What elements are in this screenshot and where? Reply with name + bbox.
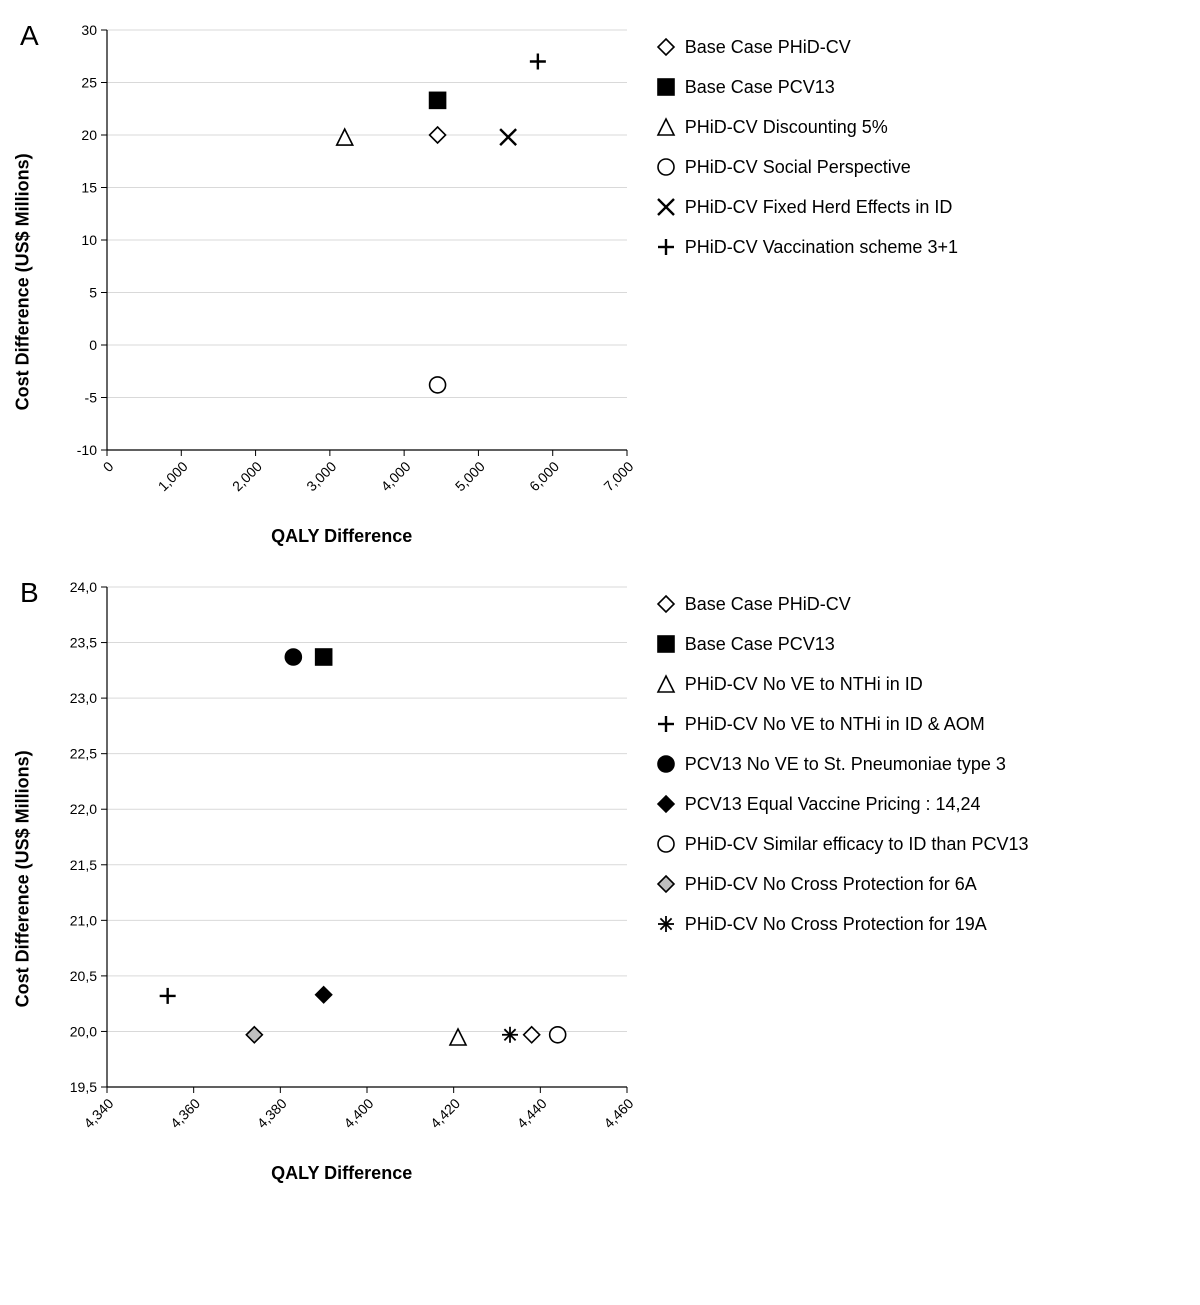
svg-text:22,0: 22,0 [69,801,96,817]
legend-label: PHiD-CV Vaccination scheme 3+1 [685,237,958,258]
asterisk-icon [655,913,677,935]
svg-text:19,5: 19,5 [69,1079,96,1095]
legend-item: Base Case PCV13 [655,633,1029,655]
svg-text:21,5: 21,5 [69,857,96,873]
chart-a: -10 -5 0 5 10 15 20 25 30 0 1,000 2,000 3,000 4,000 5,… [47,20,637,520]
svg-text:20,5: 20,5 [69,968,96,984]
svg-text:15: 15 [81,180,97,196]
svg-text:4,380: 4,380 [253,1095,289,1131]
svg-text:20,0: 20,0 [69,1023,96,1039]
diamond-icon [655,873,677,895]
panel-a-letter: A [20,20,39,50]
legend-item: PHiD-CV No VE to NTHi in ID & AOM [655,713,1029,735]
svg-text:23,5: 23,5 [69,635,96,651]
legend-label: Base Case PCV13 [685,77,835,98]
chart-a-area: Cost Difference (US$ Millions) -10-50510… [47,20,637,547]
svg-text:-10: -10 [76,442,96,458]
legend-label: PHiD-CV No Cross Protection for 19A [685,914,987,935]
legend-item: Base Case PHiD-CV [655,36,958,58]
circle-icon [655,753,677,775]
legend-label: Base Case PHiD-CV [685,37,851,58]
chart-a-x-title: QALY Difference [47,526,637,547]
circle-icon [655,156,677,178]
chart-b-y-title: Cost Difference (US$ Millions) [12,750,33,1007]
legend-label: Base Case PCV13 [685,634,835,655]
legend-b: Base Case PHiD-CV Base Case PCV13 PHiD-CV … [637,577,1029,953]
circle-icon [655,833,677,855]
legend-label: PHiD-CV No Cross Protection for 6A [685,874,977,895]
svg-text:10: 10 [81,232,97,248]
plus-icon [655,713,677,735]
svg-text:20: 20 [81,127,97,143]
diamond-icon [655,36,677,58]
panel-b-letter: B [20,577,39,607]
svg-text:4,460: 4,460 [600,1095,636,1131]
svg-text:0: 0 [89,337,97,353]
legend-label: PCV13 No VE to St. Pneumoniae type 3 [685,754,1006,775]
legend-label: PCV13 Equal Vaccine Pricing : 14,24 [685,794,981,815]
svg-text:-5: -5 [84,390,97,406]
svg-text:23,0: 23,0 [69,690,96,706]
x-icon [655,196,677,218]
svg-text:5: 5 [89,285,97,301]
legend-item: Base Case PHiD-CV [655,593,1029,615]
chart-b: 19,5 20,0 20,5 21,0 21,5 22,0 22,5 23,0 23,5 24,0… [47,577,637,1157]
legend-label: PHiD-CV No VE to NTHi in ID & AOM [685,714,985,735]
svg-text:7,000: 7,000 [600,458,636,494]
svg-text:6,000: 6,000 [526,458,562,494]
legend-item: PHiD-CV No Cross Protection for 6A [655,873,1029,895]
legend-item: PCV13 Equal Vaccine Pricing : 14,24 [655,793,1029,815]
legend-label: Base Case PHiD-CV [685,594,851,615]
square-icon [655,76,677,98]
svg-text:4,420: 4,420 [427,1095,463,1131]
panel-b: B Cost Difference (US$ Millions) 19,520,… [20,577,1180,1184]
svg-text:30: 30 [81,22,97,38]
svg-text:22,5: 22,5 [69,746,96,762]
legend-label: PHiD-CV Fixed Herd Effects in ID [685,197,953,218]
chart-b-area: Cost Difference (US$ Millions) 19,520,02… [47,577,637,1184]
plus-icon [655,236,677,258]
legend-label: PHiD-CV Social Perspective [685,157,911,178]
svg-text:4,440: 4,440 [513,1095,549,1131]
legend-item: PHiD-CV Social Perspective [655,156,958,178]
triangle-icon [655,673,677,695]
svg-text:24,0: 24,0 [69,579,96,595]
legend-label: PHiD-CV Similar efficacy to ID than PCV1… [685,834,1029,855]
svg-text:4,360: 4,360 [167,1095,203,1131]
panel-a: A Cost Difference (US$ Millions) -10-505… [20,20,1180,547]
svg-text:25: 25 [81,75,97,91]
legend-label: PHiD-CV No VE to NTHi in ID [685,674,923,695]
triangle-icon [655,116,677,138]
chart-a-y-title: Cost Difference (US$ Millions) [12,153,33,410]
legend-item: PHiD-CV Similar efficacy to ID than PCV1… [655,833,1029,855]
svg-text:3,000: 3,000 [303,458,339,494]
legend-a: Base Case PHiD-CV Base Case PCV13 PHiD-CV … [637,20,958,276]
svg-text:5,000: 5,000 [452,458,488,494]
legend-item: PHiD-CV Vaccination scheme 3+1 [655,236,958,258]
svg-text:4,400: 4,400 [340,1095,376,1131]
svg-text:2,000: 2,000 [229,458,265,494]
svg-text:4,340: 4,340 [80,1095,116,1131]
legend-label: PHiD-CV Discounting 5% [685,117,888,138]
svg-text:4,000: 4,000 [377,458,413,494]
legend-item: PCV13 No VE to St. Pneumoniae type 3 [655,753,1029,775]
svg-text:21,0: 21,0 [69,912,96,928]
legend-item: PHiD-CV No VE to NTHi in ID [655,673,1029,695]
legend-item: Base Case PCV13 [655,76,958,98]
legend-item: PHiD-CV No Cross Protection for 19A [655,913,1029,935]
diamond-icon [655,593,677,615]
svg-text:1,000: 1,000 [154,458,190,494]
legend-item: PHiD-CV Fixed Herd Effects in ID [655,196,958,218]
square-icon [655,633,677,655]
svg-text:0: 0 [99,458,116,475]
diamond-icon [655,793,677,815]
chart-b-x-title: QALY Difference [47,1163,637,1184]
legend-item: PHiD-CV Discounting 5% [655,116,958,138]
